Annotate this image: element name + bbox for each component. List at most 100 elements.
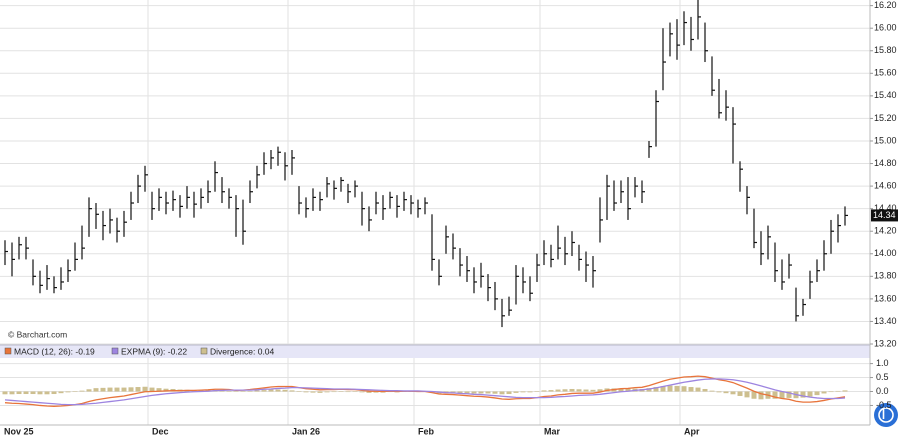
y-tick-label: 15.00 xyxy=(874,135,897,145)
legend-strip xyxy=(0,345,870,358)
legend-swatch xyxy=(4,347,12,355)
divergence-bar xyxy=(261,390,267,392)
divergence-bar xyxy=(492,391,498,394)
divergence-bar xyxy=(156,388,162,392)
divergence-bar xyxy=(289,390,295,392)
icon-ring xyxy=(878,407,894,423)
divergence-bar xyxy=(163,388,169,392)
divergence-bar xyxy=(541,390,547,392)
divergence-bar xyxy=(464,391,470,394)
divergence-bar xyxy=(359,391,365,393)
x-tick-label: Feb xyxy=(418,426,435,436)
y-tick-label: 15.60 xyxy=(874,68,897,78)
divergence-bar xyxy=(597,389,603,392)
divergence-bar xyxy=(317,391,323,393)
y-tick-label: 14.40 xyxy=(874,203,897,213)
divergence-bar xyxy=(730,391,736,395)
divergence-bar xyxy=(660,386,666,392)
divergence-bar xyxy=(723,391,729,394)
divergence-bar xyxy=(2,391,8,395)
y-tick-label: 0.0 xyxy=(876,386,889,396)
divergence-bar xyxy=(520,391,526,393)
y-tick-label: 13.20 xyxy=(874,338,897,348)
y-tick-label: 16.00 xyxy=(874,23,897,33)
y-tick-label: 13.80 xyxy=(874,271,897,281)
last-price-box xyxy=(871,209,898,222)
watermark: © Barchart.com xyxy=(8,329,67,339)
divergence-bar xyxy=(758,391,764,400)
divergence-bar xyxy=(16,391,22,395)
divergence-bar xyxy=(555,389,561,392)
divergence-bar xyxy=(37,391,43,395)
divergence-bar xyxy=(135,387,141,392)
y-tick-label: 15.20 xyxy=(874,113,897,123)
divergence-bar xyxy=(835,390,841,392)
divergence-bar xyxy=(842,390,848,392)
divergence-bar xyxy=(681,386,687,392)
divergence-bar xyxy=(499,391,505,395)
divergence-bar xyxy=(779,391,785,399)
divergence-bar xyxy=(653,387,659,392)
y-tick-label: 14.80 xyxy=(874,158,897,168)
x-tick-label: Dec xyxy=(152,426,169,436)
divergence-bar xyxy=(618,388,624,392)
divergence-bar xyxy=(296,391,302,392)
divergence-bar xyxy=(282,389,288,392)
divergence-bar xyxy=(688,387,694,392)
divergence-bar xyxy=(65,391,71,393)
divergence-bar xyxy=(93,388,99,392)
divergence-bar xyxy=(345,391,351,393)
divergence-bar xyxy=(226,390,232,392)
divergence-bar xyxy=(583,389,589,392)
divergence-bar xyxy=(23,391,29,395)
divergence-bar xyxy=(569,388,575,392)
divergence-bar xyxy=(786,391,792,398)
divergence-bar xyxy=(814,391,820,396)
divergence-bar xyxy=(268,389,274,392)
divergence-bar xyxy=(86,389,92,392)
divergence-bar xyxy=(646,388,652,392)
x-tick-label: Mar xyxy=(544,426,561,436)
divergence-bar xyxy=(79,390,85,392)
last-price-label: 14.34 xyxy=(873,210,896,220)
divergence-bar xyxy=(58,391,64,394)
divergence-bar xyxy=(667,385,673,392)
indicator-line xyxy=(4,378,846,406)
divergence-bar xyxy=(373,391,379,393)
divergence-bar xyxy=(72,391,78,392)
divergence-bar xyxy=(751,391,757,399)
y-tick-label: 0.5 xyxy=(876,372,889,382)
divergence-bar xyxy=(674,385,680,392)
legend-label: Divergence: 0.04 xyxy=(210,346,275,356)
divergence-bar xyxy=(114,387,120,392)
divergence-bar xyxy=(310,391,316,393)
divergence-bar xyxy=(800,391,806,398)
divergence-bar xyxy=(821,391,827,394)
y-tick-label: 15.40 xyxy=(874,90,897,100)
divergence-bar xyxy=(548,390,554,392)
divergence-bar xyxy=(275,389,281,392)
divergence-bar xyxy=(324,391,330,393)
divergence-bar xyxy=(737,391,743,396)
app-icon[interactable] xyxy=(874,403,898,427)
legend-label: EXPMA (9): -0.22 xyxy=(121,346,187,356)
marks-layer xyxy=(2,0,848,407)
divergence-bar xyxy=(527,391,533,393)
divergence-bar xyxy=(772,391,778,399)
divergence-bar xyxy=(625,388,631,392)
icon-circle[interactable] xyxy=(874,403,898,427)
divergence-bar xyxy=(100,387,106,392)
divergence-bar xyxy=(240,391,246,392)
divergence-bar xyxy=(247,390,253,392)
divergence-bar xyxy=(44,391,50,395)
divergence-bar xyxy=(149,387,155,392)
x-tick-label: Nov 25 xyxy=(4,426,34,436)
divergence-bar xyxy=(331,391,337,393)
divergence-bar xyxy=(807,391,813,397)
divergence-bar xyxy=(352,391,358,392)
y-tick-label: 15.80 xyxy=(874,45,897,55)
divergence-bar xyxy=(198,390,204,392)
divergence-bar xyxy=(828,391,834,393)
divergence-bar xyxy=(506,391,512,395)
